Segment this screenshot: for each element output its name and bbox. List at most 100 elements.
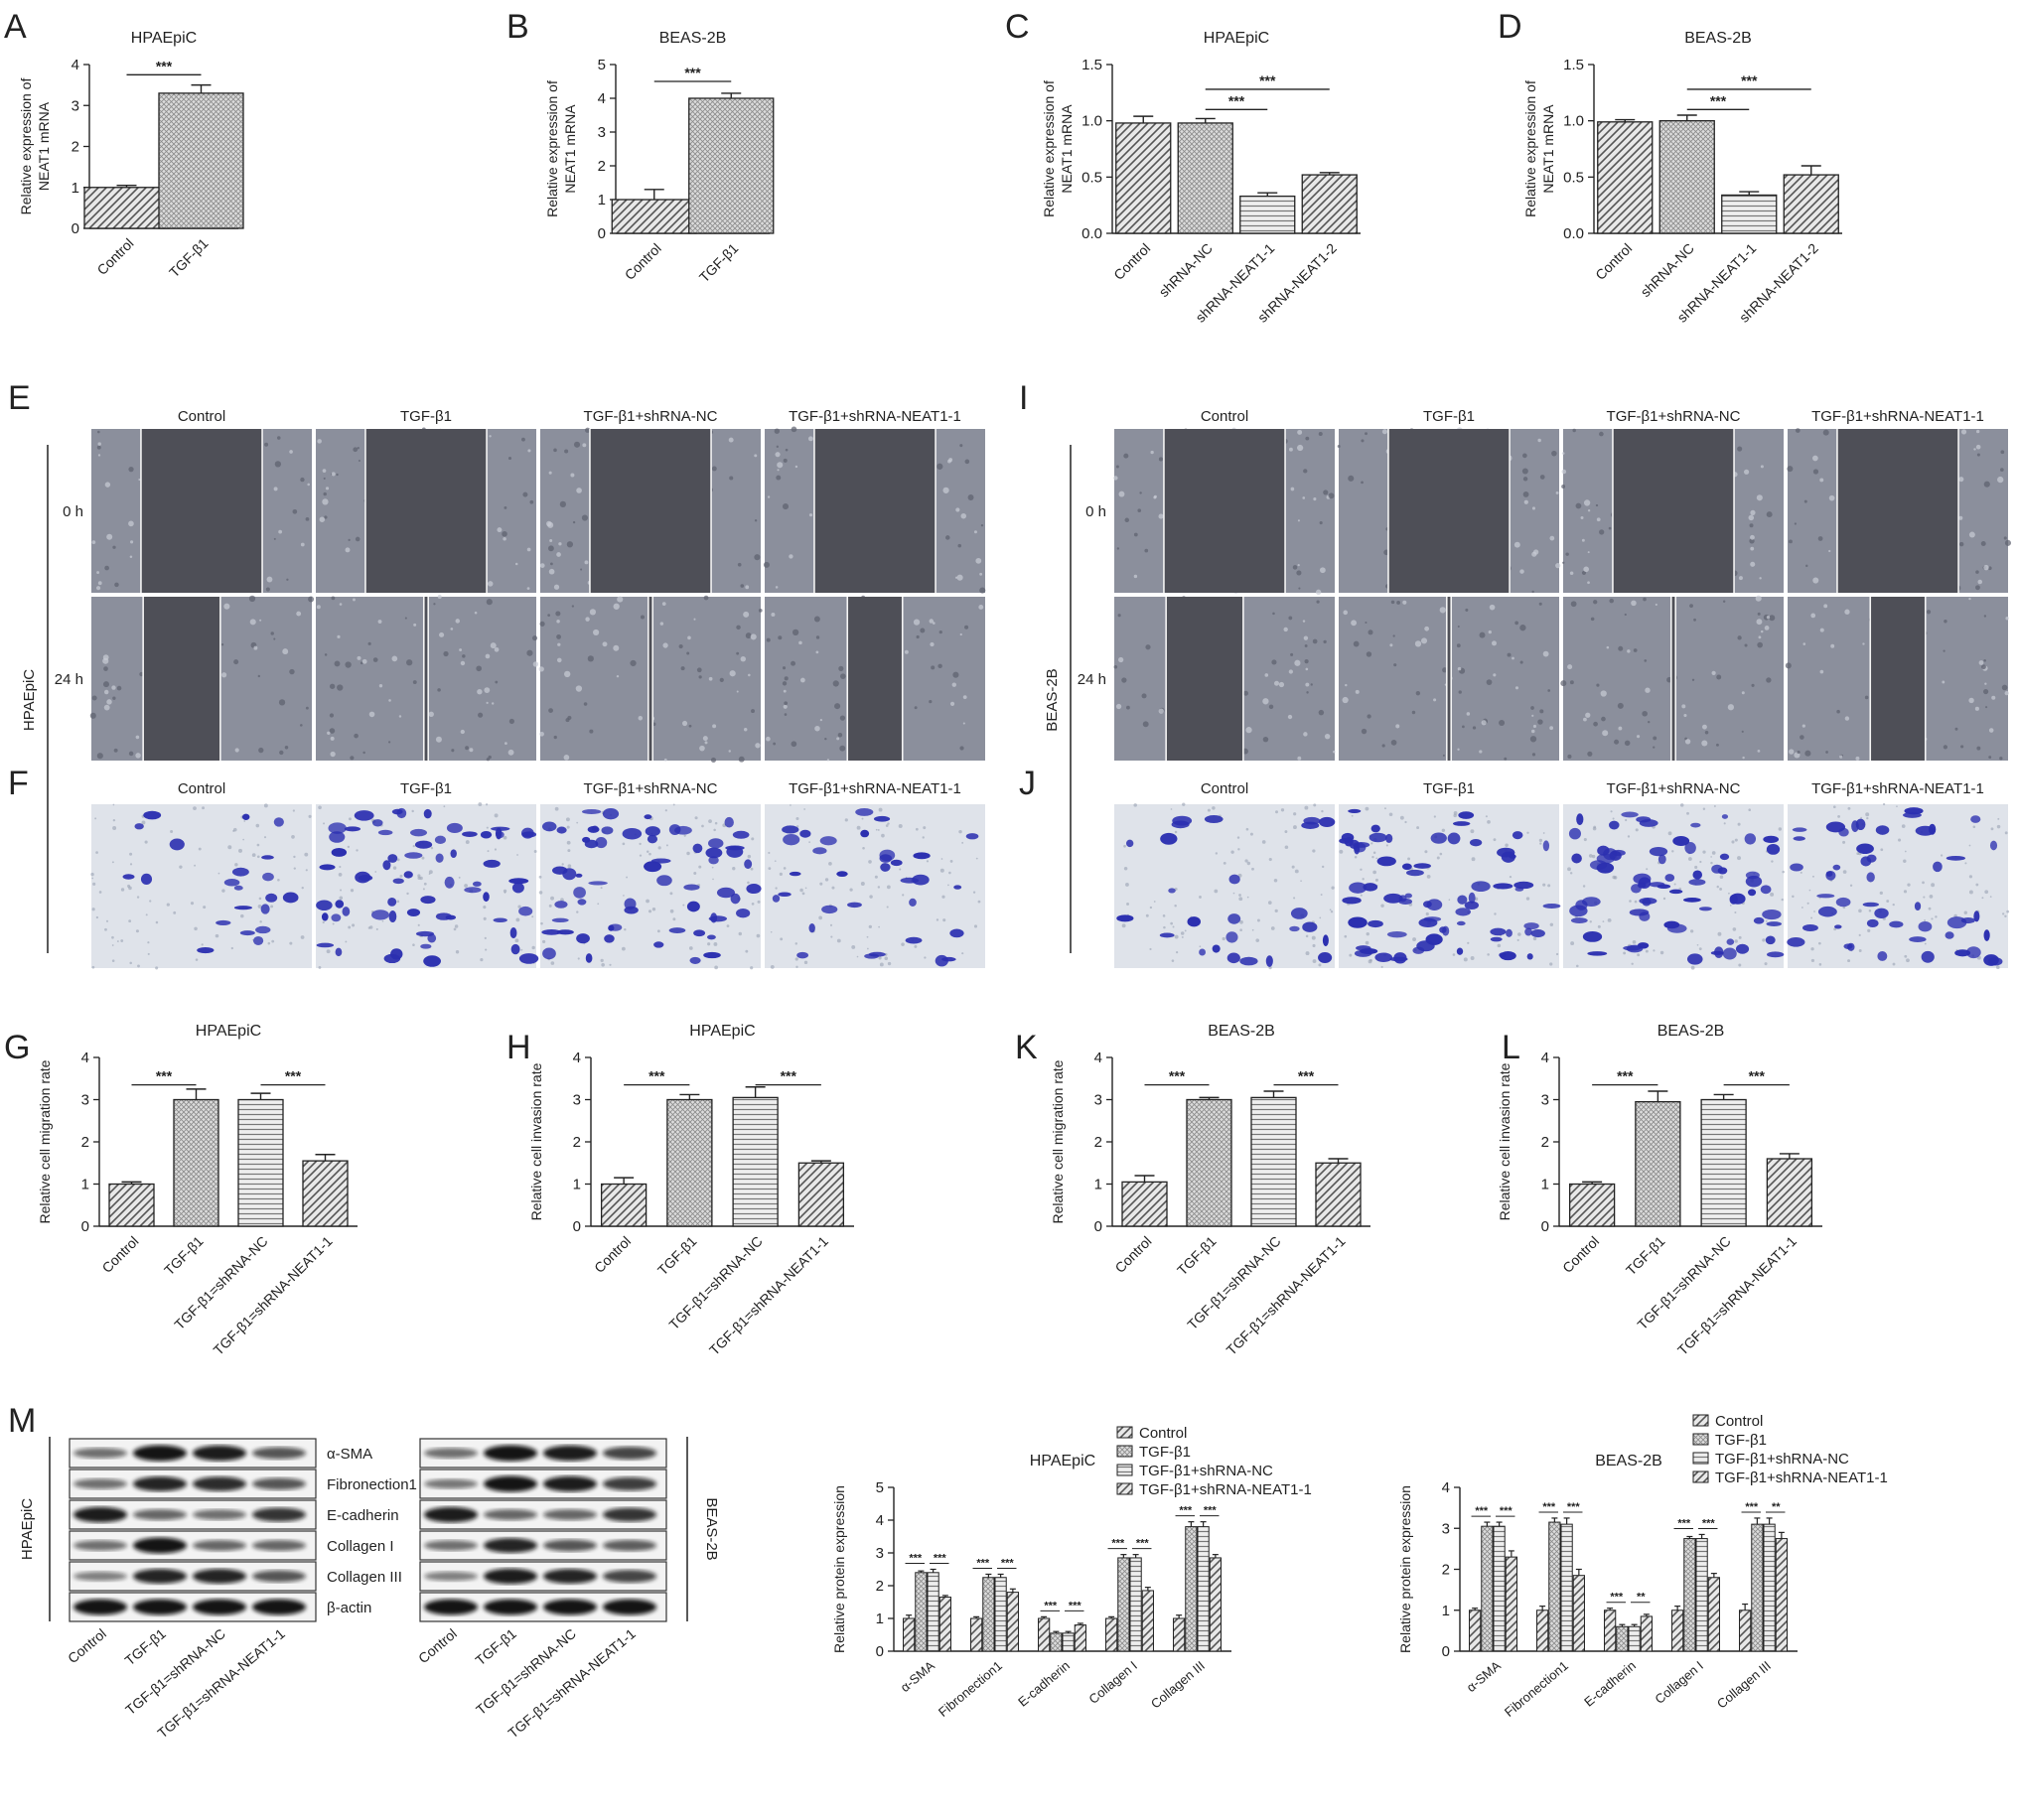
protein-label: Collagen III (327, 1569, 402, 1586)
membrane-pore (484, 936, 487, 939)
membrane-pore (600, 887, 603, 890)
membrane-pore (1662, 897, 1666, 901)
stained-cell (1735, 943, 1750, 954)
membrane-pore (141, 820, 146, 825)
membrane-pore (1996, 824, 2001, 829)
bar (1635, 1100, 1681, 1227)
bar (1209, 1557, 1222, 1652)
membrane-pore (538, 875, 542, 879)
chart-title: BEAS-2B (1208, 1023, 1275, 1040)
membrane-pore (824, 878, 829, 882)
stained-cell (335, 900, 345, 909)
protein-band (193, 1540, 246, 1551)
y-tick-label: 2 (81, 1134, 89, 1151)
membrane-pore (242, 838, 244, 841)
cell-texture (775, 452, 781, 458)
membrane-pore (868, 860, 872, 864)
stained-cell (1442, 925, 1450, 936)
cell-texture (1757, 749, 1761, 753)
stained-cell (650, 858, 671, 864)
wound-gap (1612, 429, 1735, 593)
membrane-pore (881, 833, 885, 838)
membrane-pore (396, 858, 400, 862)
membrane-pore (1362, 878, 1365, 881)
cell-texture (956, 574, 963, 581)
membrane-pore (862, 846, 865, 850)
panel-letter-c: C (1005, 8, 1030, 46)
cell-texture (1683, 714, 1687, 718)
cell-texture (292, 508, 298, 514)
y-tick-label: 4 (598, 90, 606, 107)
cell-texture (1562, 561, 1565, 564)
membrane-pore (1868, 909, 1872, 912)
membrane-pore (422, 888, 425, 891)
membrane-pore (1632, 940, 1637, 944)
membrane-pore (1538, 838, 1543, 843)
cell-texture (1549, 726, 1554, 731)
protein-band (484, 1568, 537, 1585)
cell-texture (324, 653, 328, 656)
cell-texture (942, 487, 949, 493)
membrane-pore (783, 867, 787, 870)
stained-cell (396, 807, 407, 819)
cell-texture (1318, 432, 1323, 437)
cell-texture (1627, 649, 1631, 653)
membrane-pore (1304, 805, 1309, 810)
membrane-pore (494, 813, 499, 818)
membrane-pore (1589, 920, 1592, 923)
cell-texture (451, 749, 455, 753)
cell-texture (1587, 551, 1590, 554)
bar (1186, 1098, 1232, 1227)
panel-letter-e: E (8, 379, 31, 417)
cell-texture (699, 745, 705, 752)
cell-texture (1305, 667, 1309, 671)
membrane-pore (1659, 950, 1664, 955)
membrane-pore (1612, 817, 1615, 820)
cell-texture (1539, 475, 1545, 480)
protein-band (193, 1569, 246, 1584)
membrane-pore (1931, 917, 1934, 920)
bar (1671, 1610, 1684, 1652)
legend-label: TGF-β1+shRNA-NC (1139, 1463, 1273, 1479)
cell-texture (1583, 566, 1590, 573)
y-axis-label: Relative expression of (1041, 80, 1057, 217)
membrane-pore (1593, 825, 1597, 829)
membrane-pore (561, 863, 564, 866)
stained-cell (122, 874, 135, 880)
membrane-pore (1372, 851, 1376, 854)
lane-label: TGF-β1 (121, 1625, 169, 1669)
cell-texture (584, 560, 589, 565)
membrane-pore (1320, 894, 1323, 897)
membrane-pore (1667, 831, 1672, 836)
protein-band (424, 1599, 478, 1615)
cell-texture (1396, 601, 1400, 605)
cell-texture (1242, 690, 1248, 696)
membrane-pore (1637, 953, 1641, 957)
x-tick-label: Collagen III (1714, 1658, 1774, 1712)
cell-texture (929, 619, 935, 624)
cell-texture (1606, 645, 1610, 649)
stained-cell (1204, 815, 1224, 824)
condition-label: Control (178, 408, 225, 425)
membrane-pore (503, 889, 507, 894)
membrane-pore (1765, 919, 1768, 922)
cell-texture (1522, 477, 1528, 482)
membrane-pore (173, 910, 177, 914)
time-label: 24 h (1078, 671, 1106, 688)
cell-texture (1150, 450, 1154, 455)
membrane-pore (1312, 849, 1316, 853)
cell-texture (563, 755, 570, 761)
membrane-pore (708, 819, 712, 824)
cell-texture (1976, 453, 1980, 457)
membrane-pore (1547, 884, 1551, 888)
stained-cell (1753, 916, 1765, 924)
membrane-pore (304, 852, 309, 857)
bar (1707, 1577, 1720, 1652)
cell-texture (135, 735, 140, 740)
cell-texture (404, 617, 407, 620)
cell-texture (967, 494, 974, 500)
stained-cell (1793, 836, 1805, 841)
membrane-pore (774, 860, 777, 863)
cell-texture (1976, 746, 1981, 751)
